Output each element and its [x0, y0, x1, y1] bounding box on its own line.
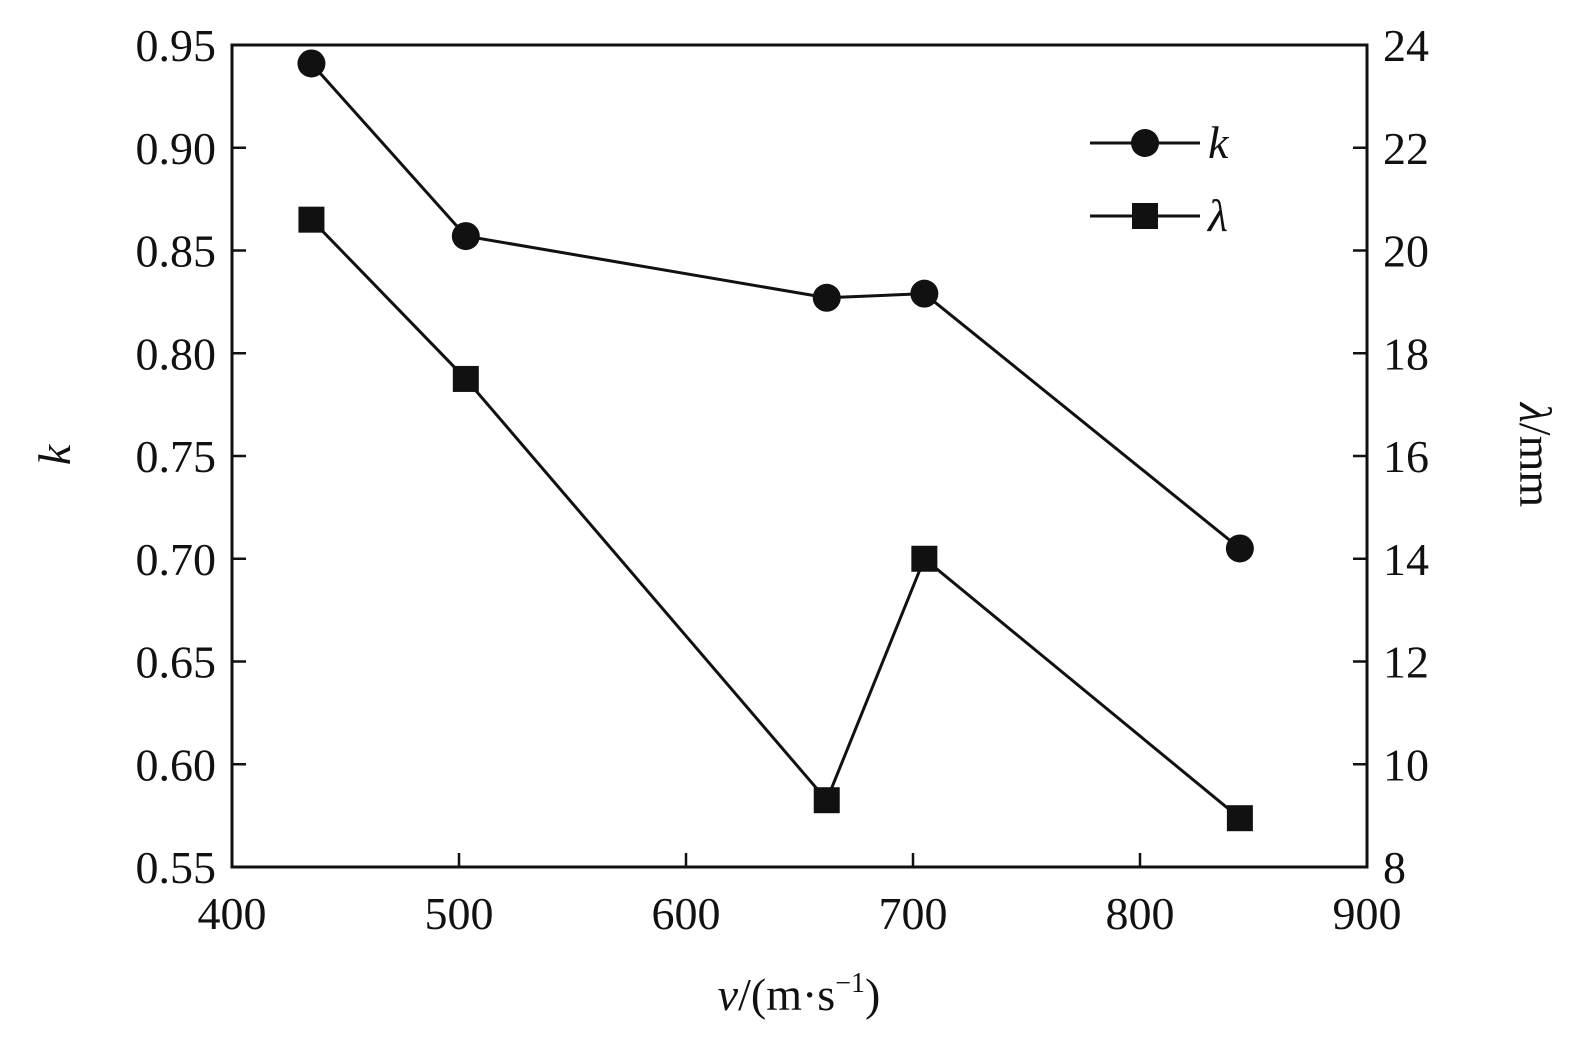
- y-left-axis-title-var: k: [29, 443, 80, 465]
- legend: k λ: [1090, 117, 1230, 241]
- legend-k-marker: [1131, 129, 1159, 157]
- series-k-point: [297, 49, 326, 78]
- ticks: 400 500 600 700 800 900 0.55 0.60 0.65 0.70 0.75 0.…: [136, 20, 1430, 939]
- series: [297, 49, 1254, 832]
- x-tick-label: 600: [652, 888, 721, 939]
- y-right-tick-label: 10: [1383, 739, 1429, 790]
- plot-frame: [230, 43, 1369, 869]
- x-axis-title-close: ): [865, 969, 880, 1020]
- x-axis-title-unit: /(m·s: [738, 969, 835, 1020]
- y-right-axis-title: λ/mm: [1510, 401, 1561, 507]
- x-tick-label: 700: [879, 888, 948, 939]
- y-right-tick-label: 18: [1383, 328, 1429, 379]
- y-right-tick-label: 14: [1383, 534, 1429, 585]
- y-left-tick-label: 0.75: [136, 431, 217, 482]
- series-k-point: [1225, 534, 1254, 563]
- x-tick-label: 400: [198, 888, 267, 939]
- y-right-tick-label: 8: [1383, 842, 1406, 893]
- y-left-tick-label: 0.70: [136, 534, 217, 585]
- y-left-tick-label: 0.65: [136, 637, 217, 688]
- x-tick-label: 800: [1106, 888, 1175, 939]
- y-left-tick-label: 0.55: [136, 842, 217, 893]
- y-left-tick-label: 0.90: [136, 123, 217, 174]
- y-right-tick-label: 24: [1383, 20, 1429, 71]
- y-left-tick-label: 0.95: [136, 20, 217, 71]
- y-left-axis-title: k: [29, 443, 80, 465]
- series-k-point: [910, 279, 939, 308]
- axes: [230, 43, 1369, 869]
- series-lambda-point: [813, 787, 840, 814]
- legend-lambda-marker: [1132, 203, 1158, 229]
- y-right-axis-title-unit: /mm: [1510, 423, 1561, 508]
- x-axis-title: v/(m·s−1): [718, 968, 881, 1020]
- x-tick-label: 900: [1333, 888, 1402, 939]
- series-k-line: [310, 62, 1241, 550]
- y-right-axis-title-var: λ: [1510, 401, 1561, 423]
- y-right-tick-label: 16: [1383, 431, 1429, 482]
- series-k-point: [812, 283, 841, 312]
- y-right-tick-label: 22: [1383, 123, 1429, 174]
- series-lambda-point: [911, 545, 938, 572]
- x-axis-title-var: v: [718, 969, 739, 1020]
- x-axis-title-sup: −1: [835, 968, 865, 999]
- y-right-tick-label: 12: [1383, 637, 1429, 688]
- series-lambda-point: [298, 206, 325, 233]
- series-lambda-point: [452, 365, 479, 392]
- y-left-tick-label: 0.80: [136, 328, 217, 379]
- legend-k-label: k: [1208, 117, 1230, 168]
- y-left-tick-label: 0.85: [136, 226, 217, 277]
- series-lambda-point: [1226, 805, 1253, 832]
- series-k-point: [451, 222, 480, 251]
- x-tick-label: 500: [425, 888, 494, 939]
- y-right-tick-label: 20: [1383, 226, 1429, 277]
- series-lambda-line: [310, 218, 1241, 820]
- legend-lambda-label: λ: [1206, 190, 1228, 241]
- y-left-tick-label: 0.60: [136, 739, 217, 790]
